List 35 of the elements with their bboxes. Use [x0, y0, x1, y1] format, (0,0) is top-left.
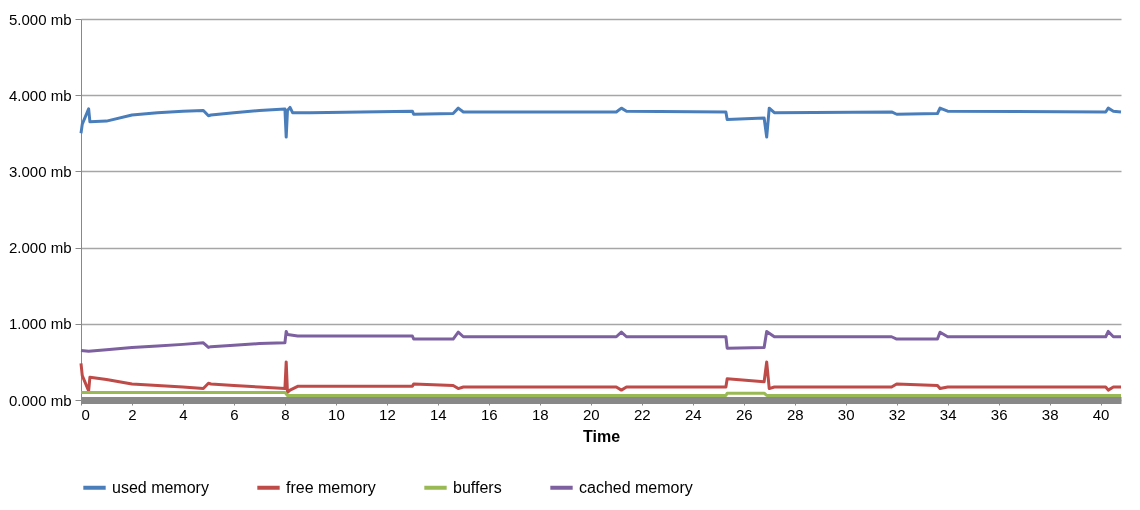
x-tick-label: 10	[328, 405, 345, 423]
x-tick-label: 4	[179, 405, 188, 423]
x-tick-label: 16	[481, 405, 498, 423]
y-tick-label: 5.000 mb	[8, 10, 72, 28]
legend-label: used memory	[112, 478, 209, 496]
x-axis-title: Time	[582, 427, 621, 445]
legend-label: buffers	[453, 478, 502, 496]
x-tick-label: 2	[128, 405, 137, 423]
x-tick-label: 14	[430, 405, 447, 423]
x-tick-label: 6	[230, 405, 239, 423]
x-tick-label: 24	[684, 405, 702, 423]
line-series	[79, 360, 1123, 394]
x-tick-label: 0	[81, 405, 90, 423]
y-tick-label: 0.000 mb	[8, 391, 72, 409]
y-tick-label: 4.000 mb	[8, 86, 72, 104]
legend-label: free memory	[286, 478, 376, 496]
legend-label: cached memory	[579, 478, 693, 496]
y-tick-label: 3.000 mb	[8, 162, 72, 180]
x-tick-label: 32	[888, 405, 906, 423]
y-tick-label: 1.000 mb	[8, 315, 72, 333]
x-tick-label: 38	[1041, 405, 1059, 423]
line-series	[79, 329, 1123, 353]
x-tick-label: 36	[990, 405, 1008, 423]
x-tick-label: 26	[735, 405, 753, 423]
y-tick-label: 2.000 mb	[8, 239, 72, 257]
x-tick-label: 40	[1092, 405, 1110, 423]
x-tick-label: 12	[379, 405, 396, 423]
line-series	[79, 105, 1123, 139]
x-tick-label: 22	[633, 405, 651, 423]
x-tick-label: 20	[582, 405, 600, 423]
x-tick-label: 30	[837, 405, 855, 423]
x-tick-label: 34	[939, 405, 957, 423]
x-tick-label: 18	[531, 405, 549, 423]
x-tick-label: 28	[786, 405, 804, 423]
x-tick-label: 8	[281, 405, 290, 423]
